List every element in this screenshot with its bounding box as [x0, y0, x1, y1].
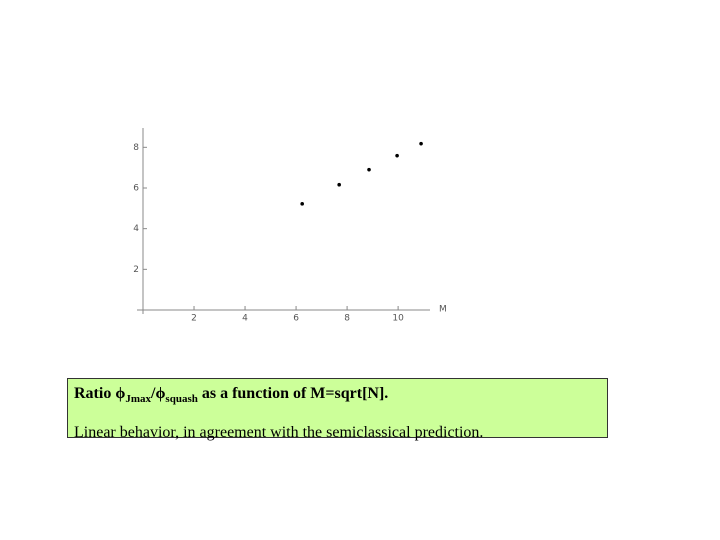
- caption-text: Ratio: [74, 385, 116, 402]
- x-tick-label: 8: [344, 314, 350, 324]
- y-tick-label: 6: [133, 183, 139, 193]
- x-axis-label: M: [439, 305, 447, 315]
- caption-text: /: [150, 385, 156, 402]
- subscript: Jmax: [125, 393, 151, 406]
- symbol: ϕ: [115, 385, 126, 402]
- symbol: ϕ: [155, 385, 166, 402]
- y-tick-label: 8: [133, 143, 139, 153]
- point: [419, 141, 423, 146]
- subscript: squash: [165, 393, 198, 406]
- caption-text: as a function of M=sqrt[N].: [197, 385, 389, 402]
- point: [337, 182, 341, 187]
- point: [395, 153, 399, 158]
- y-tick-label: 4: [133, 224, 139, 234]
- caption-box: Ratio ϕJmax/ϕsquash as a function of M=s…: [67, 378, 608, 441]
- x-tick-label: 6: [293, 314, 299, 324]
- x-tick-label: 2: [191, 314, 197, 324]
- caption-line: Ratio ϕJmax/ϕsquash as a function of M=s…: [74, 383, 601, 410]
- y-tick-label: 2: [133, 265, 139, 275]
- x-tick-label: 4: [242, 314, 248, 324]
- point: [300, 202, 304, 206]
- caption-line: Linear behavior, in agreement with the s…: [74, 424, 484, 442]
- point: [367, 167, 371, 172]
- x-tick-label: 10: [392, 314, 404, 324]
